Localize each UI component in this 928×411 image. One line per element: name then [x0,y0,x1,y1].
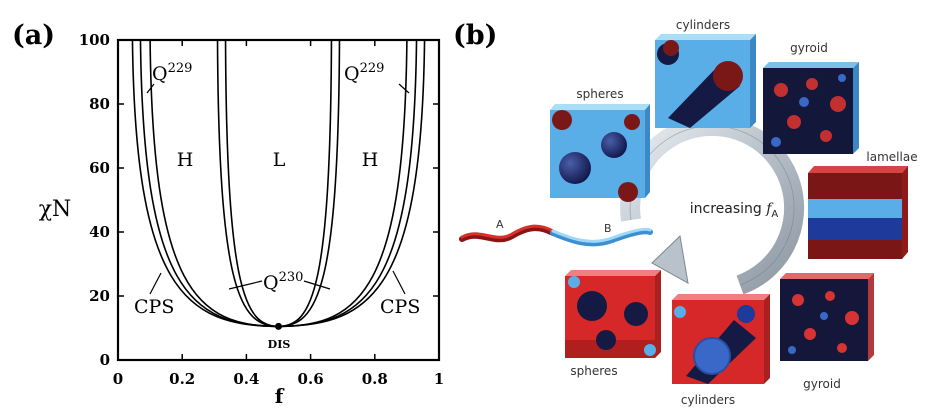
plot-frame [116,38,441,362]
cube-label-lamellae: lamellae [866,150,917,164]
panel-a-label: (a) [12,20,55,51]
x-tick-label: 0 [113,370,123,388]
cube-spheres-bottom [565,270,661,358]
cube-lamellae [808,166,908,259]
diblock-chain [459,224,653,247]
x-tick-label: 0.8 [362,370,388,388]
phase-label-h-right: H [362,149,379,171]
x-tick-label: 1 [434,370,444,388]
panel-a: (a) 0 0.2 0.4 0.6 0.8 1 0 20 40 60 80 100 f χN H L… [12,20,444,408]
phase-label-h-left: H [177,149,194,171]
y-tick-label: 100 [79,31,110,49]
y-axis-ticks: 0 20 40 60 80 100 [79,31,439,369]
panel-b-label: (b) [453,20,497,51]
x-tick-label: 0.2 [169,370,195,388]
cps-right-pointer [392,270,406,295]
cube-cylinders-top [655,34,756,128]
chain-label-a: A [496,218,504,231]
y-axis-label: χN [39,197,72,222]
x-tick-label: 0.6 [298,370,324,388]
cube-label-cylinders-top: cylinders [676,18,730,32]
phase-label-dis: DIS [268,338,291,351]
y-tick-label: 80 [89,95,110,113]
phase-label-q229-left: Q229 [152,61,192,85]
phase-label-l: L [273,149,286,171]
cube-gyroid-top [763,62,859,154]
q230-pointer-left [228,280,263,290]
cube-gyroid-bottom [780,273,874,361]
y-tick-label: 20 [89,287,110,305]
phase-label-q229-right: Q229 [344,61,384,85]
cube-label-gyroid-top: gyroid [790,41,828,55]
phase-label-cps-left: CPS [134,296,174,318]
cps-left-pointer [149,272,162,295]
panel-b: (b) increasing fA A B spheres [453,18,918,407]
phase-label-q230: Q230 [263,270,303,294]
cube-label-spheres-bottom: spheres [570,364,617,378]
x-axis-ticks: 0 0.2 0.4 0.6 0.8 1 [113,40,444,388]
cube-label-gyroid-bottom: gyroid [803,377,841,391]
y-tick-label: 0 [100,351,110,369]
cube-spheres-top [550,104,650,202]
arrow-head-icon [651,234,689,284]
y-tick-label: 40 [89,223,110,241]
q229-left-pointer [146,83,155,94]
x-axis-label: f [275,384,285,408]
y-tick-label: 60 [89,159,110,177]
critical-point [275,322,282,330]
cube-cylinders-bottom [672,294,770,384]
q229-right-pointer [398,83,410,94]
cube-label-spheres-top: spheres [576,87,623,101]
arrow-label: increasing fA [690,201,779,220]
chain-label-b: B [604,222,612,235]
q230-pointer-right [303,280,331,290]
cube-label-cylinders-bottom: cylinders [681,393,735,407]
phase-label-cps-right: CPS [380,296,420,318]
x-tick-label: 0.4 [233,370,259,388]
